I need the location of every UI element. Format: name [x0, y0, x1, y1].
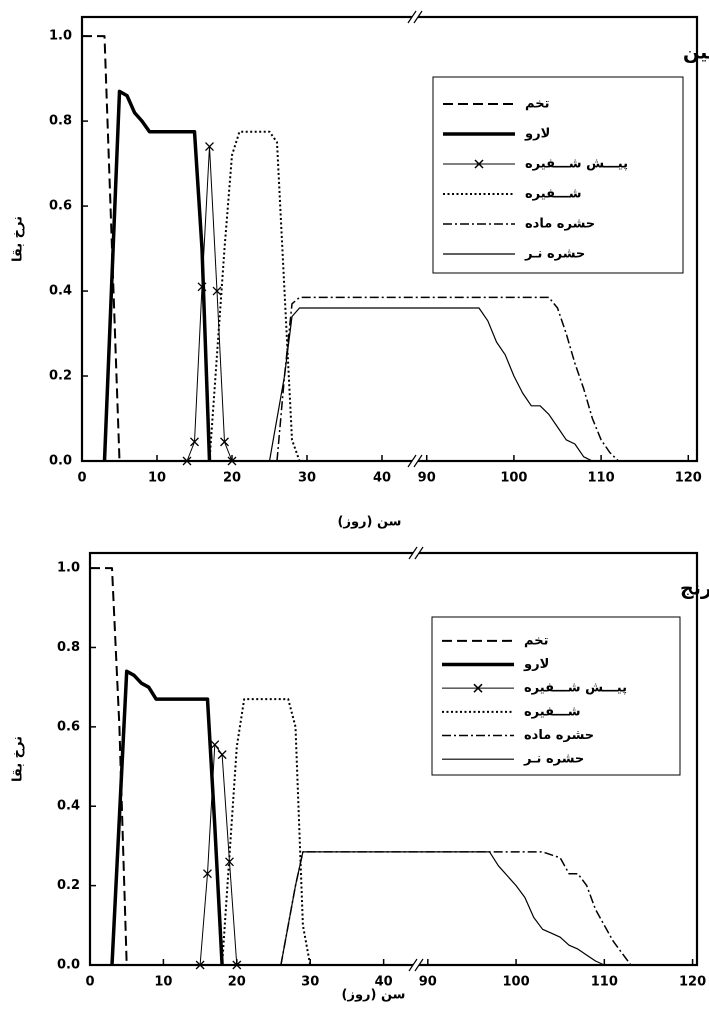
legend: تخم لارو پیـــش شـــفیره شـــفیره حشره ماده ح… — [432, 76, 684, 274]
x-tick-label: 40 — [373, 471, 391, 486]
legend-box — [431, 616, 681, 776]
y-tick-label: 0.2 — [57, 878, 80, 893]
legend-label: حشره نـر — [524, 247, 585, 262]
legend-label: پیـــش شـــفیره — [525, 157, 628, 172]
y-tick-label: 0.0 — [57, 958, 80, 973]
axis-break-mark — [414, 958, 424, 972]
y-tick-label: 0.6 — [49, 199, 72, 214]
y-tick-label: 1.0 — [57, 561, 80, 576]
legend-label: پیـــش شـــفیره — [524, 681, 627, 696]
plot-frame — [88, 551, 699, 967]
x-tick-label: 10 — [154, 975, 172, 990]
series-line — [110, 669, 224, 966]
legend-label: تخم — [525, 97, 549, 112]
legend-box — [432, 76, 684, 274]
x-tick-label: 120 — [679, 975, 706, 990]
series-line — [102, 89, 212, 462]
y-axis-label: نرخ بقا — [11, 736, 26, 782]
x-tick-label: 10 — [148, 471, 166, 486]
series-line — [280, 851, 605, 966]
axis-break-mark — [407, 454, 417, 468]
legend-label: لارو — [524, 127, 550, 142]
x-marker — [205, 142, 214, 152]
axis-break-mark — [408, 546, 418, 560]
legend-label: شـــفیره — [525, 187, 582, 202]
axis-break-gap — [412, 458, 418, 464]
legend-label: حشره ماده — [524, 728, 594, 743]
legend: تخم لارو پیـــش شـــفیره شـــفیره حشره ماده ح… — [431, 616, 681, 776]
legend-label: تخم — [524, 633, 548, 648]
x-tick-label: 20 — [223, 471, 241, 486]
x-tick-label: 30 — [301, 975, 319, 990]
x-axis-label: سن (روز) — [342, 988, 406, 1003]
axis-break-mark — [414, 546, 424, 560]
x-marker — [225, 857, 234, 867]
legend-marker — [474, 159, 484, 169]
y-tick-label: 0.8 — [57, 640, 80, 655]
legend-label: شـــفیره — [524, 704, 581, 719]
series-line — [280, 851, 632, 966]
x-marker — [217, 750, 227, 760]
x-tick-label: 100 — [500, 471, 527, 486]
y-tick-label: 0.8 — [49, 114, 72, 129]
y-tick-label: 0.4 — [49, 284, 72, 299]
x-tick-label: 90 — [418, 471, 436, 486]
x-tick-label: 110 — [588, 471, 615, 486]
x-marker — [212, 286, 222, 296]
legend-marker — [473, 683, 483, 693]
chart-title: نـــارنج — [680, 578, 709, 600]
plot-frame — [80, 15, 699, 463]
chart-title: نـــارنگی کلمــــانتین — [683, 41, 709, 64]
x-tick-label: 30 — [298, 471, 316, 486]
x-marker — [210, 740, 220, 750]
series-line — [276, 296, 620, 462]
x-marker — [190, 437, 199, 447]
x-tick-label: 90 — [419, 975, 437, 990]
legend-label: لارو — [523, 657, 549, 672]
y-tick-label: 1.0 — [49, 29, 72, 44]
axis-break-gap — [413, 962, 419, 968]
x-marker — [202, 869, 212, 879]
legend-label: حشره نـر — [523, 752, 584, 767]
axis-break-gap — [412, 14, 418, 20]
axis-break-mark — [413, 454, 423, 468]
x-tick-label: 0 — [77, 471, 86, 486]
x-marker — [220, 437, 229, 447]
y-tick-label: 0.6 — [57, 719, 80, 734]
series-line — [268, 307, 593, 462]
y-tick-label: 0.2 — [49, 369, 72, 384]
y-tick-label: 0.4 — [57, 799, 80, 814]
series-line — [82, 35, 121, 462]
x-marker — [197, 282, 207, 292]
axis-break-mark — [413, 10, 423, 24]
series-line — [208, 130, 301, 462]
x-tick-label: 110 — [591, 975, 618, 990]
axis-break-mark — [408, 958, 418, 972]
axis-break-gap — [413, 550, 419, 556]
y-axis-label: نرخ بقا — [11, 216, 26, 262]
y-tick-label: 0.0 — [49, 454, 72, 469]
legend-label: حشره ماده — [525, 217, 595, 232]
x-tick-label: 100 — [503, 975, 530, 990]
series-line — [221, 698, 312, 966]
axis-break-mark — [407, 10, 417, 24]
x-axis-label: سن (روز) — [338, 515, 402, 530]
series-line — [90, 567, 128, 966]
x-tick-label: 120 — [675, 471, 702, 486]
series-line — [199, 744, 238, 966]
x-tick-label: 20 — [228, 975, 246, 990]
x-tick-label: 0 — [85, 975, 94, 990]
x-tick-label: 40 — [375, 975, 393, 990]
